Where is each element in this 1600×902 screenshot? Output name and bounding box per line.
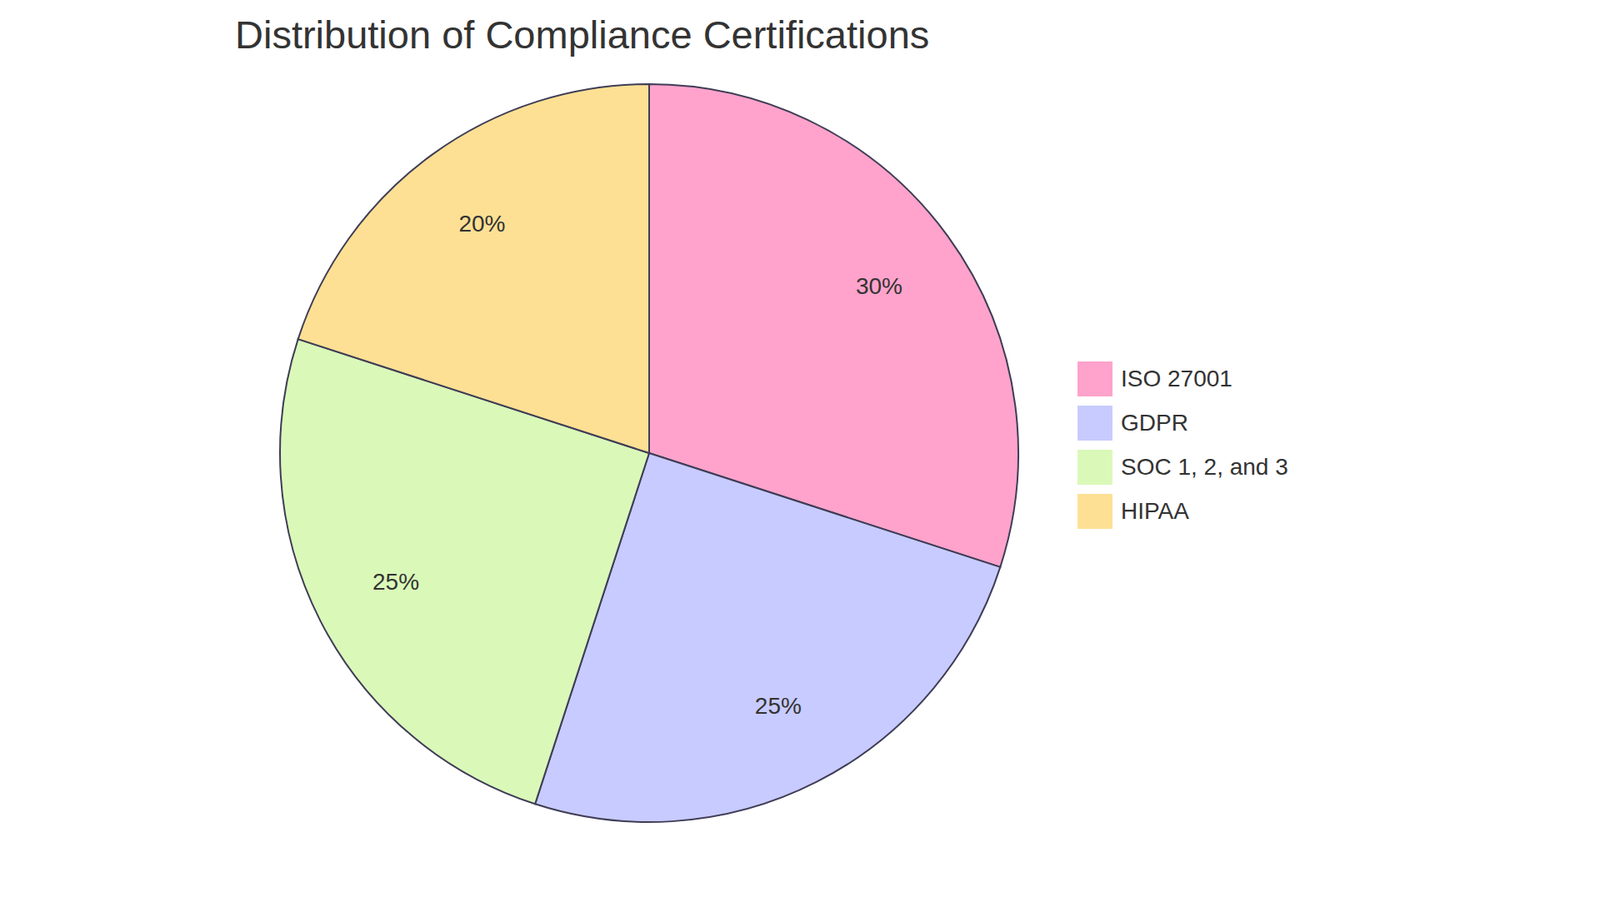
- svg-text:20%: 20%: [458, 210, 505, 237]
- html-text:ISO 27001: ISO 27001: [1120, 365, 1233, 392]
- svg-text:25%: 25%: [755, 693, 802, 720]
- html-text:SOC 1, 2, and 3: SOC 1, 2, and 3: [1120, 454, 1289, 480]
- svg-text:25%: 25%: [372, 569, 420, 595]
- svg-text:30%: 30%: [855, 273, 903, 300]
- html-text:Distribution of Compliance Cer: Distribution of Compliance Certification…: [235, 12, 930, 57]
- html-text:GDPR: GDPR: [1120, 410, 1189, 436]
- html-text:HIPAA: HIPAA: [1120, 498, 1190, 525]
